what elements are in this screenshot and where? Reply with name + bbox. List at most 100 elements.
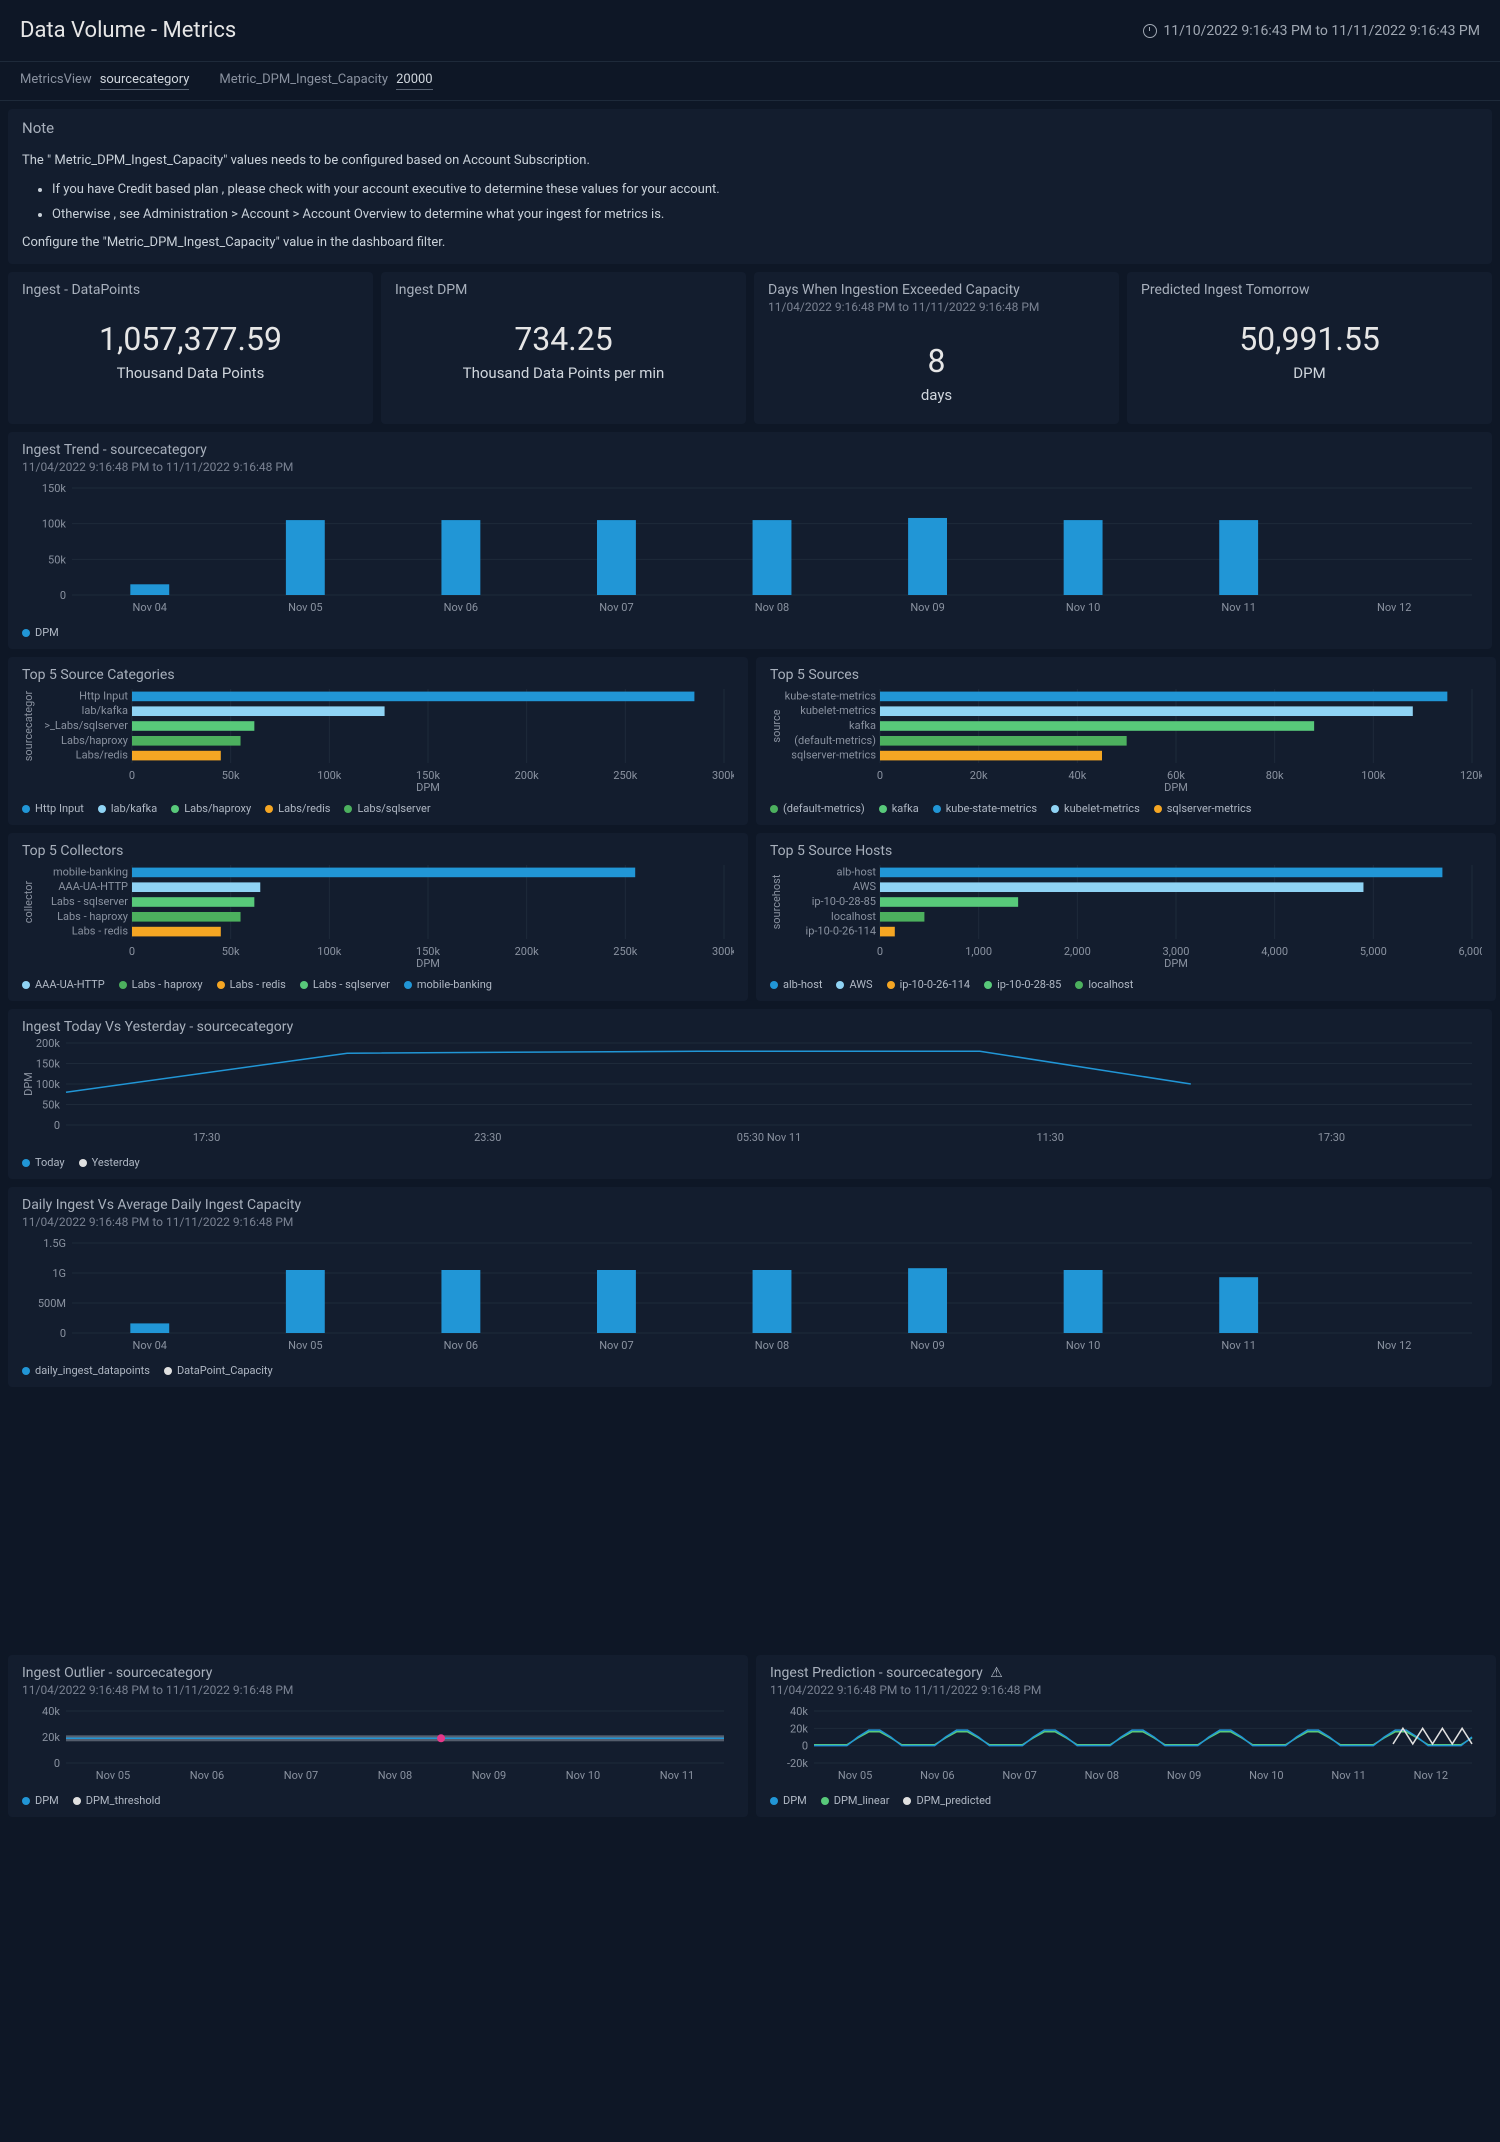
svg-text:11:30: 11:30 xyxy=(1036,1131,1063,1144)
panel-title: Ingest Today Vs Yesterday - sourcecatego… xyxy=(22,1019,1478,1035)
legend-item[interactable]: lab/kafka xyxy=(98,802,157,815)
hbar-chart[interactable]: 050k100k150k200k250k300kDPMHttp Inputlab… xyxy=(22,685,734,796)
chart-legend: DPM DPM_linear DPM_predicted xyxy=(770,1788,1482,1807)
legend-dot xyxy=(171,805,179,813)
legend-item[interactable]: Labs/haproxy xyxy=(171,802,251,815)
filter-label: Metric_DPM_Ingest_Capacity xyxy=(219,72,388,87)
line-chart[interactable]: 050k100k150k200k17:3023:3005:30 Nov 1111… xyxy=(22,1037,1478,1150)
svg-text:40k: 40k xyxy=(790,1705,808,1718)
svg-text:Nov 10: Nov 10 xyxy=(566,1769,600,1782)
legend-label: Labs/haproxy xyxy=(184,802,251,815)
svg-text:mobile-banking: mobile-banking xyxy=(53,866,128,879)
metric-card: Ingest - DataPoints1,057,377.59Thousand … xyxy=(8,272,373,424)
ingest-trend-panel: Ingest Trend - sourcecategory 11/04/2022… xyxy=(8,432,1492,649)
svg-text:0: 0 xyxy=(60,589,66,602)
legend-item[interactable]: ip-10-0-28-85 xyxy=(984,978,1061,991)
svg-text:Labs - redis: Labs - redis xyxy=(72,925,129,938)
chart-legend: Today Yesterday xyxy=(22,1150,1478,1169)
bar-chart[interactable]: 0500M1G1.5GNov 04Nov 05Nov 06Nov 07Nov 0… xyxy=(22,1237,1478,1358)
page-header: Data Volume - Metrics 11/10/2022 9:16:43… xyxy=(0,0,1500,62)
hbar-chart[interactable]: 050k100k150k200k250k300kDPMmobile-bankin… xyxy=(22,861,734,972)
svg-text:40k: 40k xyxy=(42,1705,60,1718)
svg-text:100k: 100k xyxy=(36,1078,61,1091)
svg-text:Nov 09: Nov 09 xyxy=(472,1769,506,1782)
filter-ingest-capacity[interactable]: Metric_DPM_Ingest_Capacity 20000 xyxy=(219,72,432,90)
legend-dot xyxy=(887,981,895,989)
legend-label: DPM xyxy=(783,1794,807,1807)
legend-item[interactable]: Labs/redis xyxy=(265,802,330,815)
legend-item[interactable]: Yesterday xyxy=(79,1156,140,1169)
svg-text:1G: 1G xyxy=(52,1267,66,1280)
svg-text:Nov 11: Nov 11 xyxy=(1221,601,1255,614)
legend-item[interactable]: kafka xyxy=(879,802,919,815)
top5-sources-panel: Top 5 Sources 020k40k60k80k100k120kDPMku… xyxy=(756,657,1496,825)
svg-text:AWS: AWS xyxy=(853,880,877,893)
time-range[interactable]: 11/10/2022 9:16:43 PM to 11/11/2022 9:16… xyxy=(1143,23,1480,39)
legend-item[interactable]: alb-host xyxy=(770,978,822,991)
legend-item[interactable]: DPM_predicted xyxy=(903,1794,991,1807)
legend-label: localhost xyxy=(1088,978,1133,991)
svg-text:Nov 12: Nov 12 xyxy=(1414,1769,1448,1782)
svg-text:Nov 08: Nov 08 xyxy=(755,601,789,614)
legend-item[interactable]: kube-state-metrics xyxy=(933,802,1037,815)
legend-item[interactable]: localhost xyxy=(1075,978,1133,991)
svg-text:DPM: DPM xyxy=(22,1072,35,1096)
note-title: Note xyxy=(22,119,1478,137)
svg-text:localhost: localhost xyxy=(831,910,876,923)
legend-item[interactable]: Today xyxy=(22,1156,65,1169)
svg-text:-20k: -20k xyxy=(787,1757,808,1770)
hbar-chart[interactable]: 020k40k60k80k100k120kDPMkube-state-metri… xyxy=(770,685,1482,796)
legend-label: Today xyxy=(35,1156,65,1169)
chart-legend: daily_ingest_datapoints DataPoint_Capacit… xyxy=(22,1358,1478,1377)
legend-item[interactable]: kubelet-metrics xyxy=(1051,802,1140,815)
legend-item[interactable]: DPM xyxy=(22,626,59,639)
svg-text:100k: 100k xyxy=(317,769,342,782)
svg-text:collector: collector xyxy=(22,881,35,924)
svg-text:0: 0 xyxy=(54,1119,60,1132)
bar-chart[interactable]: 050k100k150kNov 04Nov 05Nov 06Nov 07Nov … xyxy=(22,482,1478,620)
legend-label: kube-state-metrics xyxy=(946,802,1037,815)
legend-item[interactable]: DPM_linear xyxy=(821,1794,890,1807)
hbar-chart[interactable]: 01,0002,0003,0004,0005,0006,000DPMalb-ho… xyxy=(770,861,1482,972)
legend-item[interactable]: mobile-banking xyxy=(404,978,492,991)
legend-dot xyxy=(300,981,308,989)
svg-text:6,000: 6,000 xyxy=(1459,945,1482,958)
line-chart[interactable]: 020k40kNov 05Nov 06Nov 07Nov 08Nov 09Nov… xyxy=(22,1705,734,1788)
legend-item[interactable]: AAA-UA-HTTP xyxy=(22,978,105,991)
metric-value: 50,991.55 xyxy=(1141,320,1478,358)
metric-unit: Thousand Data Points per min xyxy=(395,364,732,382)
note-outro: Configure the "Metric_DPM_Ingest_Capacit… xyxy=(22,233,1478,254)
svg-text:sourcehost: sourcehost xyxy=(770,874,783,929)
filter-metrics-view[interactable]: MetricsView sourcecategory xyxy=(20,72,189,90)
legend-item[interactable]: sqlserver-metrics xyxy=(1154,802,1252,815)
legend-item[interactable]: daily_ingest_datapoints xyxy=(22,1364,150,1377)
legend-item[interactable]: (default-metrics) xyxy=(770,802,865,815)
legend-item[interactable]: ip-10-0-26-114 xyxy=(887,978,970,991)
legend-item[interactable]: DPM xyxy=(22,1794,59,1807)
svg-text:1.5G: 1.5G xyxy=(43,1237,66,1250)
svg-text:0: 0 xyxy=(60,1327,66,1340)
legend-item[interactable]: DataPoint_Capacity xyxy=(164,1364,273,1377)
svg-text:250k: 250k xyxy=(613,769,638,782)
legend-item[interactable]: Labs - redis xyxy=(217,978,286,991)
legend-item[interactable]: DPM_threshold xyxy=(73,1794,161,1807)
panel-subtitle: 11/04/2022 9:16:48 PM to 11/11/2022 9:16… xyxy=(22,460,1478,474)
panel-subtitle: 11/04/2022 9:16:48 PM to 11/11/2022 9:16… xyxy=(22,1215,1478,1229)
legend-item[interactable]: Labs - sqlserver xyxy=(300,978,390,991)
svg-text:Nov 06: Nov 06 xyxy=(190,1769,224,1782)
line-chart[interactable]: -20k020k40kNov 05Nov 06Nov 07Nov 08Nov 0… xyxy=(770,1705,1482,1788)
legend-dot xyxy=(836,981,844,989)
legend-item[interactable]: DPM xyxy=(770,1794,807,1807)
page-title: Data Volume - Metrics xyxy=(20,18,236,43)
legend-item[interactable]: Labs - haproxy xyxy=(119,978,203,991)
legend-dot xyxy=(22,981,30,989)
svg-text:120k: 120k xyxy=(1460,769,1482,782)
legend-dot xyxy=(770,981,778,989)
legend-item[interactable]: Labs/sqlserver xyxy=(344,802,430,815)
legend-item[interactable]: AWS xyxy=(836,978,872,991)
svg-text:source: source xyxy=(770,709,783,742)
svg-text:AAA-UA-HTTP: AAA-UA-HTTP xyxy=(58,880,128,893)
svg-text:>_Labs/sqlserver: >_Labs/sqlserver xyxy=(44,719,128,732)
svg-text:20k: 20k xyxy=(970,769,988,782)
legend-item[interactable]: Http Input xyxy=(22,802,84,815)
